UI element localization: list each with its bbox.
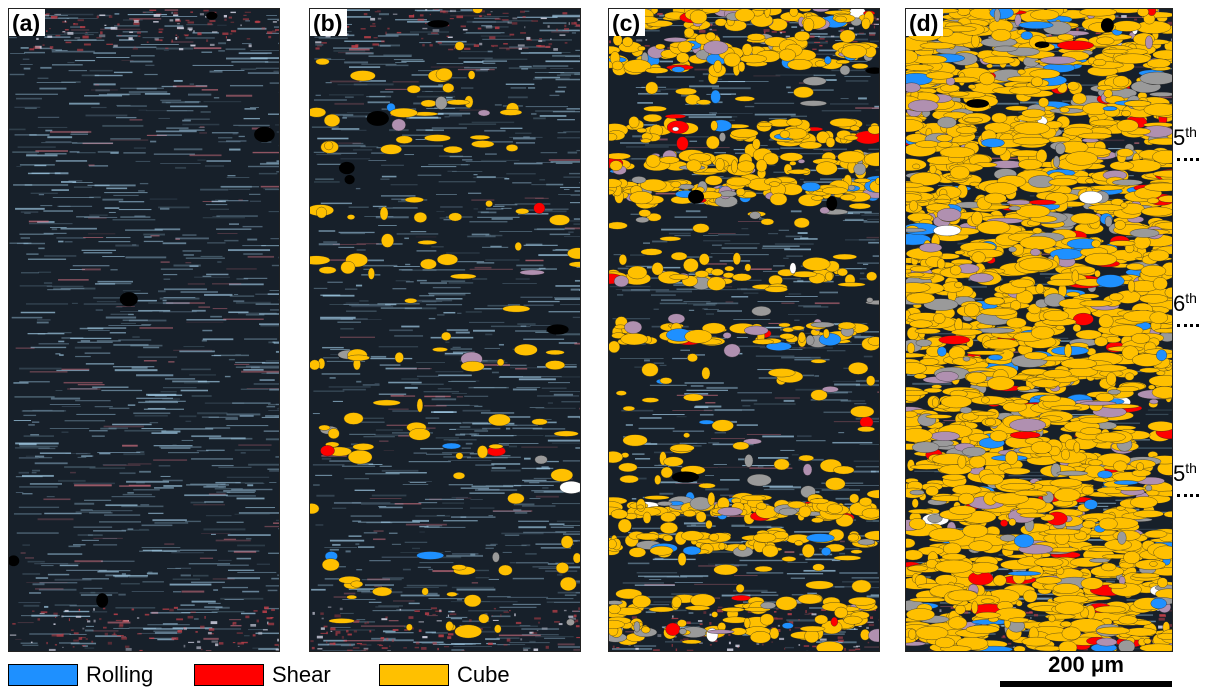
rolling-swatch <box>8 664 78 686</box>
texture-legend: Rolling Shear Cube <box>8 662 568 688</box>
scale-bar-line <box>1000 681 1172 687</box>
layer-suffix-top: th <box>1185 124 1197 140</box>
ebsd-map-d <box>906 9 1172 651</box>
layer-marker-top <box>1177 158 1199 161</box>
ebsd-map-panel-c: (c) <box>608 8 880 652</box>
layer-number-top: 5 <box>1173 125 1186 150</box>
layer-label-top: 5th <box>1173 125 1197 150</box>
layer-label-bottom: 5th <box>1173 461 1197 486</box>
panel-label-d: (d) <box>906 9 944 36</box>
layer-marker-bottom <box>1177 494 1199 497</box>
layer-number-bottom: 5 <box>1173 461 1186 486</box>
layer-label-middle: 6th <box>1173 291 1197 316</box>
ebsd-map-panel-d: (d) <box>905 8 1173 652</box>
panel-label-c: (c) <box>609 9 646 36</box>
scale-bar-label: 200 μm <box>1048 652 1124 677</box>
layer-number-middle: 6 <box>1173 291 1186 316</box>
layer-suffix-bottom: th <box>1185 460 1197 476</box>
ebsd-map-c <box>609 9 879 651</box>
legend-item-rolling: Rolling <box>8 662 153 688</box>
ebsd-map-panel-b: (b) <box>309 8 581 652</box>
ebsd-map-b <box>310 9 580 651</box>
ebsd-map-panel-a: (a) <box>8 8 280 652</box>
legend-item-cube: Cube <box>379 662 510 688</box>
panel-label-b: (b) <box>310 9 348 36</box>
legend-item-shear: Shear <box>194 662 331 688</box>
cube-swatch <box>379 664 449 686</box>
layer-suffix-middle: th <box>1185 290 1197 306</box>
scale-bar: 200 μm <box>1000 652 1172 690</box>
ebsd-map-a <box>9 9 279 651</box>
panel-label-a: (a) <box>9 9 46 36</box>
legend-label-cube: Cube <box>457 662 510 687</box>
legend-label-shear: Shear <box>272 662 331 687</box>
legend-label-rolling: Rolling <box>86 662 154 687</box>
layer-marker-middle <box>1177 324 1199 327</box>
shear-swatch <box>194 664 264 686</box>
